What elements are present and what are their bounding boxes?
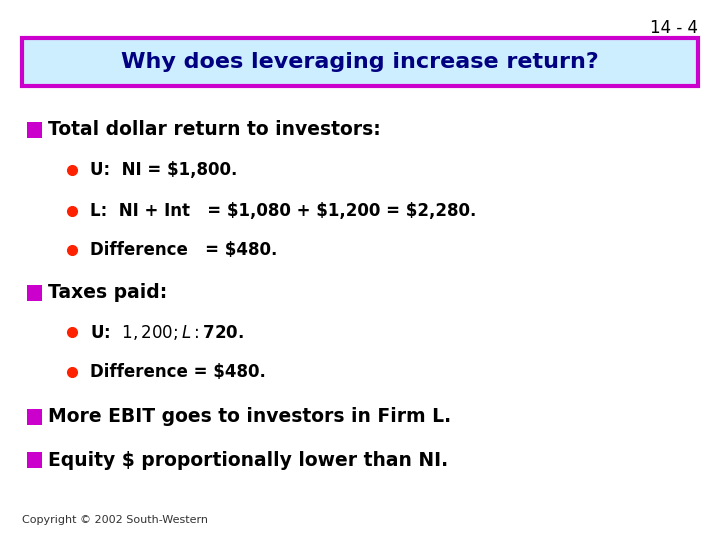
- Text: Difference = $480.: Difference = $480.: [90, 362, 266, 381]
- Text: More EBIT goes to investors in Firm L.: More EBIT goes to investors in Firm L.: [48, 407, 451, 427]
- FancyBboxPatch shape: [27, 409, 42, 425]
- FancyBboxPatch shape: [27, 285, 42, 301]
- Text: L:  NI + Int   = $1,080 + $1,200 = $2,280.: L: NI + Int = $1,080 + $1,200 = $2,280.: [90, 201, 477, 220]
- Text: U:  NI = $1,800.: U: NI = $1,800.: [90, 161, 238, 179]
- FancyBboxPatch shape: [27, 452, 42, 468]
- Text: U:  $1,200;  L:  $720.: U: $1,200; L: $720.: [90, 322, 244, 342]
- Text: Why does leveraging increase return?: Why does leveraging increase return?: [121, 52, 599, 72]
- FancyBboxPatch shape: [27, 122, 42, 138]
- Text: 14 - 4: 14 - 4: [650, 19, 698, 37]
- FancyBboxPatch shape: [22, 38, 698, 86]
- Text: Equity $ proportionally lower than NI.: Equity $ proportionally lower than NI.: [48, 450, 448, 470]
- Text: Taxes paid:: Taxes paid:: [48, 283, 167, 302]
- Text: Copyright © 2002 South-Western: Copyright © 2002 South-Western: [22, 515, 207, 525]
- Text: Total dollar return to investors:: Total dollar return to investors:: [48, 120, 380, 139]
- Text: Difference   = $480.: Difference = $480.: [90, 241, 277, 259]
